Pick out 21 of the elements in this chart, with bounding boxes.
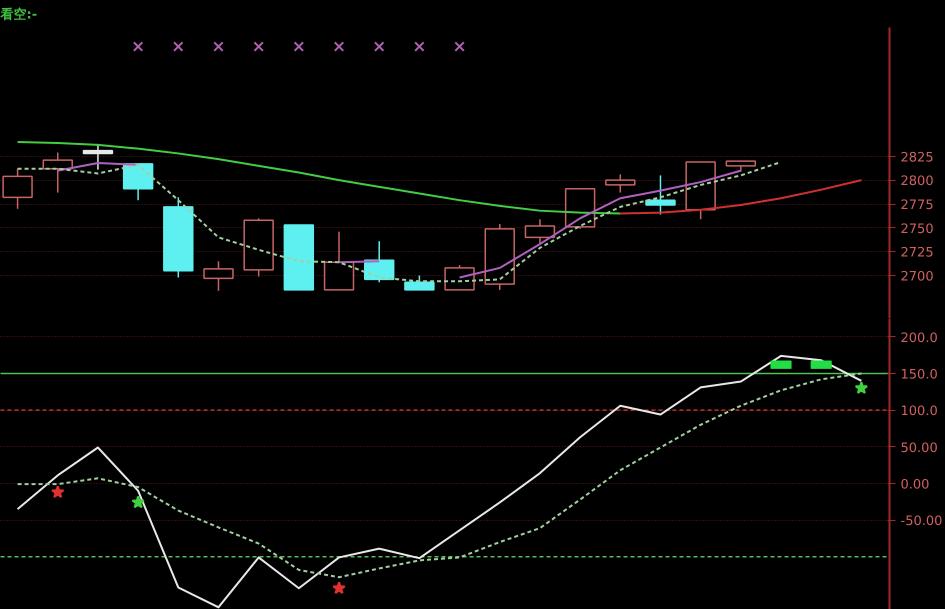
y-tick-label: 150.0	[900, 367, 938, 382]
y-tick-label: 2725	[900, 246, 934, 261]
y-tick-label: 2800	[900, 174, 934, 190]
candlestick	[645, 174, 676, 216]
chart-title: 看空:-	[0, 6, 38, 22]
line-series	[16, 140, 622, 215]
point	[332, 581, 346, 594]
y-tick-label: 0.00	[900, 477, 930, 492]
line-series	[16, 372, 862, 578]
y-tick-label: 2825	[900, 150, 934, 166]
y-tick-label: 2750	[900, 222, 934, 237]
y-tick-label: 50.00	[900, 440, 938, 456]
y-tick-label: 100.0	[900, 404, 938, 420]
line-series	[619, 179, 862, 215]
y-tick-label: 200.0	[900, 330, 938, 346]
y-tick-label: 2775	[900, 198, 934, 214]
y-tick-label: 2700	[900, 270, 934, 285]
y-tick-label: -50.00	[900, 514, 942, 530]
point	[51, 485, 64, 498]
point	[131, 495, 145, 508]
point	[854, 381, 868, 394]
